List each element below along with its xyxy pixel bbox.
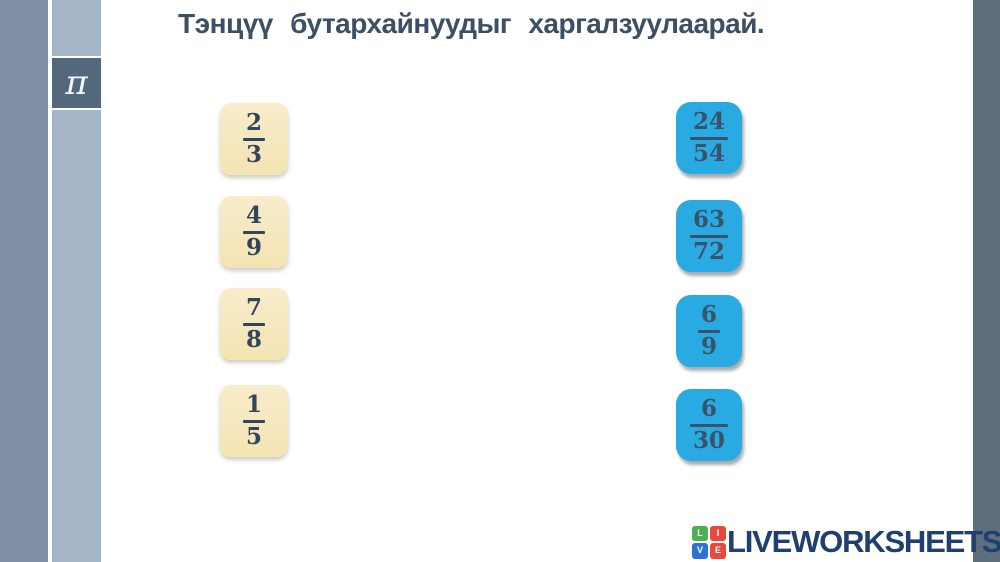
logo-letter-i: I xyxy=(710,525,726,541)
numerator: 1 xyxy=(245,391,262,419)
numerator: 7 xyxy=(245,294,262,322)
fraction: 6 9 xyxy=(697,301,720,360)
denominator: 5 xyxy=(245,422,262,450)
numerator: 24 xyxy=(692,108,725,136)
liveworksheets-logo: L I V E LIVEWORKSHEETS xyxy=(692,524,1000,560)
fraction-bar xyxy=(697,329,720,333)
fraction-card-left-2[interactable]: 4 9 xyxy=(220,196,288,268)
denominator: 8 xyxy=(245,325,262,353)
numerator: 63 xyxy=(692,206,725,234)
fraction-bar xyxy=(689,234,728,238)
liveworksheets-grid-icon: L I V E xyxy=(692,525,726,559)
denominator: 72 xyxy=(692,237,725,265)
denominator: 9 xyxy=(245,233,262,261)
denominator: 3 xyxy=(245,140,262,168)
fraction-bar xyxy=(242,230,265,234)
fraction-bar xyxy=(242,322,265,326)
fraction: 63 72 xyxy=(689,206,728,265)
fraction-card-left-4[interactable]: 1 5 xyxy=(220,385,288,457)
page-title: Тэнцүү бутархайнуудыг харгалзуулаарай. xyxy=(178,8,765,39)
fraction: 1 5 xyxy=(242,391,265,450)
fraction-bar xyxy=(689,423,728,427)
fraction-card-right-1[interactable]: 24 54 xyxy=(676,102,742,174)
fraction-card-left-3[interactable]: 7 8 xyxy=(220,288,288,360)
pi-badge: π xyxy=(52,56,101,110)
fraction-card-right-3[interactable]: 6 9 xyxy=(676,295,742,367)
fraction: 6 30 xyxy=(689,395,728,454)
fraction-card-right-4[interactable]: 6 30 xyxy=(676,389,742,461)
logo-letter-l: L xyxy=(692,525,708,541)
denominator: 9 xyxy=(700,332,717,360)
denominator: 30 xyxy=(692,426,725,454)
fraction-card-left-1[interactable]: 2 3 xyxy=(220,103,288,175)
fraction: 24 54 xyxy=(689,108,728,167)
numerator: 6 xyxy=(700,301,717,329)
numerator: 2 xyxy=(245,109,262,137)
denominator: 54 xyxy=(692,139,725,167)
fraction-card-right-2[interactable]: 63 72 xyxy=(676,200,742,272)
numerator: 6 xyxy=(700,395,717,423)
fraction: 7 8 xyxy=(242,294,265,353)
logo-letter-e: E xyxy=(710,543,726,559)
fraction-bar xyxy=(242,419,265,423)
pi-icon: π xyxy=(65,63,88,103)
fraction: 2 3 xyxy=(242,109,265,168)
fraction: 4 9 xyxy=(242,202,265,261)
fraction-bar xyxy=(689,136,728,140)
right-edge-strip xyxy=(973,0,1000,562)
liveworksheets-wordmark: LIVEWORKSHEETS xyxy=(727,524,1000,559)
left-outer-strip xyxy=(0,0,48,562)
fraction-bar xyxy=(242,137,265,141)
numerator: 4 xyxy=(245,202,262,230)
logo-letter-v: V xyxy=(692,543,708,559)
